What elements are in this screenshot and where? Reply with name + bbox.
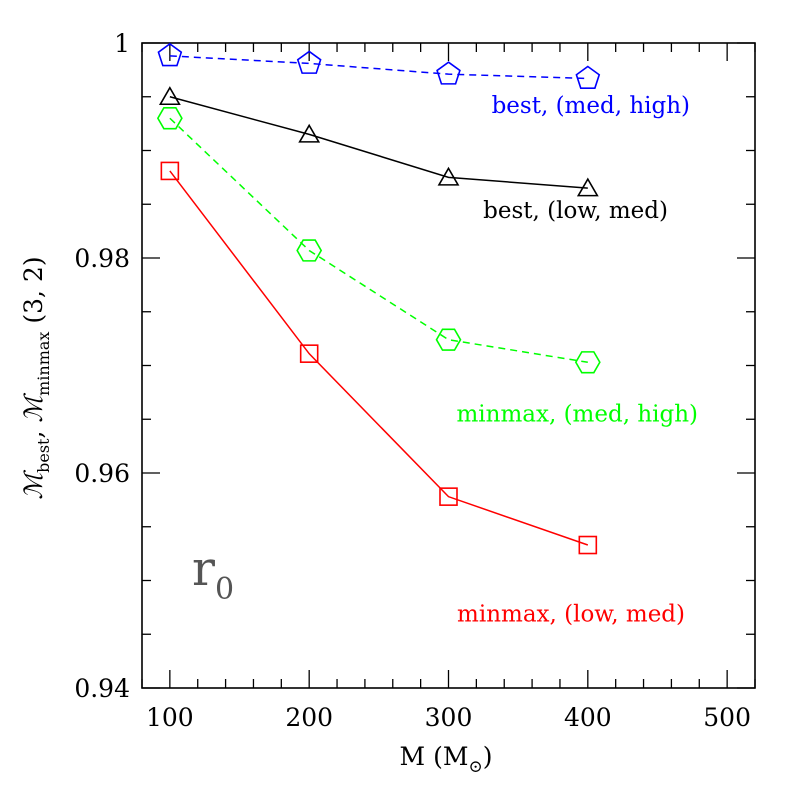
series-label: best, (low, med) [483,198,668,224]
data-point-hexagon [435,328,462,351]
series-line-triangle [169,96,588,189]
data-point-triangle [298,123,321,143]
axes-layer: 100 200 300 400 500 0.94 0.96 0.98 1 [74,29,756,732]
r0-annotation: r0 [192,541,234,607]
x-axis-title: M (M⊙) [400,742,493,777]
series-label: minmax, (low, med) [457,601,685,627]
x-tick-label: 500 [703,703,751,732]
series-layer [156,42,601,555]
labels-layer: best, (med, high) best, (low, med) minmax,… [456,93,698,627]
data-point-hexagon [156,107,183,130]
data-point-triangle [158,86,181,106]
data-point-square [299,344,319,363]
x-tick-label: 400 [564,703,612,732]
data-point-triangle [437,166,460,186]
data-point-square [439,487,458,506]
x-tick-label: 100 [146,703,194,732]
x-tick-label: 200 [285,703,333,732]
series-label: best, (med, high) [492,93,690,119]
data-point-pentagon [157,42,183,67]
data-point-triangle [576,177,599,197]
x-tick-label: 300 [425,703,473,732]
data-point-square [160,161,180,181]
series-line-pentagon [169,55,588,80]
series-line-hexagon [169,117,588,364]
data-point-square [578,535,598,555]
y-tick-label: 0.98 [74,244,130,273]
y-axis-title: ℳbest, ℳminmax (3, 2) [19,256,53,499]
data-point-hexagon [574,351,601,374]
y-tick-label: 0.96 [74,459,130,488]
y-tick-label: 1 [114,29,130,58]
data-point-pentagon [436,61,461,85]
data-point-pentagon [296,50,322,74]
data-point-hexagon [296,239,323,262]
series-label: minmax, (med, high) [456,401,698,427]
series-line-square [169,170,589,546]
y-tick-label: 0.94 [74,674,130,703]
data-point-pentagon [575,65,601,89]
